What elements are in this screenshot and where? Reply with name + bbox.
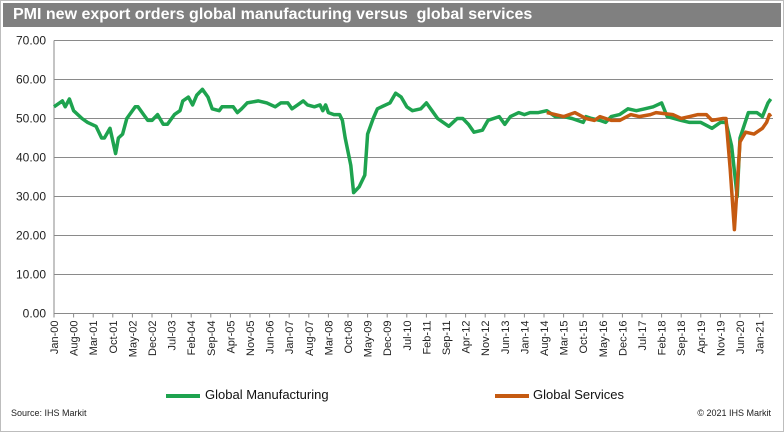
y-tick-label: 60.00 [16, 73, 46, 87]
x-tick-label: Nov-05 [245, 321, 257, 356]
y-tick-label: 10.00 [16, 268, 46, 282]
x-tick-label: Apr-19 [696, 321, 708, 354]
x-tick-label: Oct-01 [108, 321, 120, 354]
x-tick-label: Apr-12 [461, 321, 473, 354]
series-line-manufacturing [52, 87, 773, 199]
x-tick-label: Sep-11 [441, 321, 453, 356]
x-tick-label: Feb-18 [657, 321, 669, 356]
x-tick-label: Apr-05 [225, 321, 237, 354]
x-tick-label: Jun-13 [500, 321, 512, 355]
x-tick-label: Sep-04 [206, 321, 218, 356]
series-line-services [546, 110, 773, 232]
x-tick-label: Jan-14 [519, 321, 531, 355]
legend-swatch-services [495, 394, 529, 398]
x-tick-label: Aug-14 [539, 321, 551, 356]
y-tick-label: 30.00 [16, 190, 46, 204]
x-tick-label: Nov-12 [480, 321, 492, 356]
x-tick-label: Jul-03 [167, 321, 179, 351]
x-tick-label: Aug-07 [304, 321, 316, 356]
x-tick-label: Nov-19 [715, 321, 727, 356]
x-tick-label: May-16 [598, 321, 610, 358]
y-tick-label: 20.00 [16, 229, 46, 243]
legend-label-services: Global Services [533, 387, 625, 402]
source-note: Source: IHS Markit [11, 408, 87, 418]
x-tick-label: Jan-21 [755, 321, 767, 355]
y-tick-label: 40.00 [16, 151, 46, 165]
x-tick-label: Dec-16 [617, 321, 629, 356]
x-tick-label: Oct-15 [578, 321, 590, 354]
x-tick-label: Feb-04 [186, 321, 198, 356]
x-tick-label: Jan-07 [284, 321, 296, 355]
legend-label-manufacturing: Global Manufacturing [205, 387, 329, 402]
x-tick-label: Oct-08 [343, 321, 355, 354]
x-tick-label: Jun-20 [735, 321, 747, 355]
x-tick-label: Mar-15 [559, 321, 571, 356]
x-tick-label: Jul-17 [637, 321, 649, 351]
x-tick-label: May-02 [127, 321, 139, 358]
x-tick-label: Dec-02 [147, 321, 159, 356]
x-tick-label: Jan-00 [49, 321, 61, 355]
x-tick-label: Mar-08 [323, 321, 335, 356]
y-tick-label: 0.00 [23, 307, 47, 321]
x-tick-label: Aug-00 [69, 321, 81, 356]
chart-title: PMI new export orders global manufacturi… [3, 3, 781, 27]
y-tick-label: 50.00 [16, 112, 46, 126]
x-tick-label: Feb-11 [421, 321, 433, 355]
x-tick-label: Sep-18 [676, 321, 688, 356]
y-tick-label: 70.00 [16, 34, 46, 48]
x-tick-label: Jun-06 [265, 321, 277, 355]
x-tick-label: Dec-09 [382, 321, 394, 356]
x-tick-label: Mar-01 [88, 321, 100, 356]
copyright-note: © 2021 IHS Markit [697, 408, 771, 418]
x-tick-label: Jul-10 [402, 321, 414, 351]
legend-swatch-manufacturing [166, 394, 200, 398]
x-tick-label: May-09 [363, 321, 375, 358]
